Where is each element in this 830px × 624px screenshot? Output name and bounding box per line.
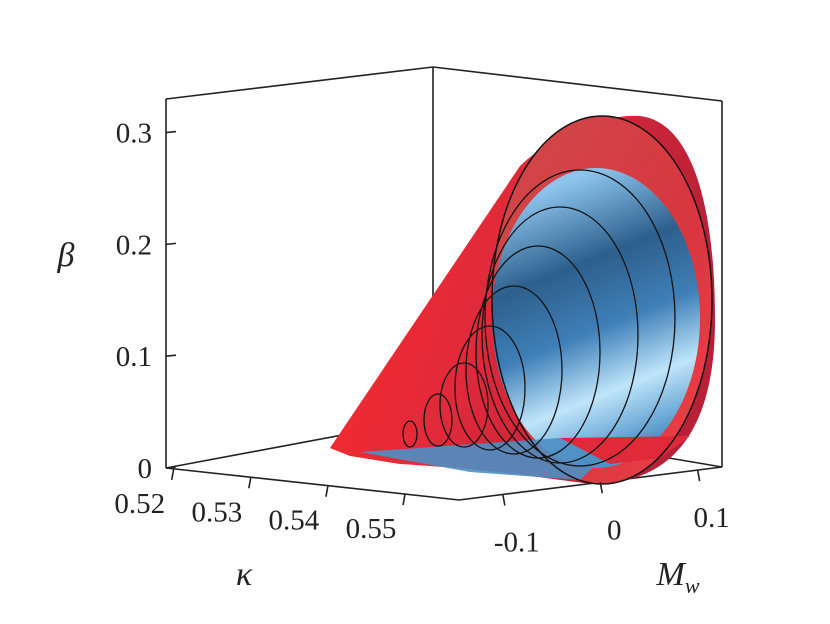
ring-2 <box>481 206 639 464</box>
ring-3 <box>475 245 601 459</box>
mw-tick-label: 0.1 <box>694 502 730 534</box>
z-tick <box>165 466 177 469</box>
mw-tick <box>502 494 506 506</box>
ring-4 <box>465 285 563 455</box>
z-tick <box>165 242 177 246</box>
kappa-axis-label: κ <box>236 556 253 593</box>
mw-tick-label: 0 <box>607 514 622 546</box>
inner-surface <box>492 168 700 468</box>
z-tick-label: 0.2 <box>116 229 152 261</box>
mw-tick <box>599 482 604 494</box>
box-top-left <box>165 66 434 100</box>
kappa-axis: 0.52 0.53 0.54 0.55 <box>114 468 406 545</box>
kappa-tick <box>248 477 252 489</box>
mw-tick <box>696 469 701 482</box>
box-top-right <box>432 66 723 102</box>
contour-rings <box>402 169 676 467</box>
kappa-tick-label: 0.54 <box>269 505 320 537</box>
mw-axis: -0.1 0 0.1 <box>494 469 730 559</box>
ring-6 <box>439 362 489 448</box>
ring-5 <box>454 325 526 451</box>
ring-8 <box>402 420 418 448</box>
z-axis-label: β <box>57 237 75 274</box>
kappa-tick <box>402 493 406 506</box>
mw-axis-label: Mw <box>655 556 699 598</box>
z-tick-label: 0.1 <box>116 341 152 373</box>
z-axis: 0 0.1 0.2 0.3 <box>116 118 177 485</box>
kappa-axis-line <box>165 467 460 501</box>
z-tick <box>165 130 177 134</box>
mw-axis-label-sub: w <box>685 573 700 598</box>
z-tick-label: 0.3 <box>116 118 152 150</box>
z-tick <box>165 354 177 357</box>
mw-axis-label-main: M <box>655 556 686 593</box>
kappa-tick-label: 0.52 <box>114 488 165 520</box>
mw-tick-label: -0.1 <box>494 527 540 559</box>
ring-7 <box>423 393 453 447</box>
kappa-tick-label: 0.53 <box>191 496 242 528</box>
kappa-tick <box>325 485 329 497</box>
kappa-tick-label: 0.55 <box>346 513 397 545</box>
outer-floor-edge <box>560 436 690 464</box>
surfaces <box>330 115 715 485</box>
rim-outline <box>491 115 713 485</box>
kappa-tick <box>170 468 175 480</box>
ring-1 <box>484 169 676 467</box>
inner-floor-strip <box>360 438 610 480</box>
z-tick-label: 0 <box>138 453 153 485</box>
